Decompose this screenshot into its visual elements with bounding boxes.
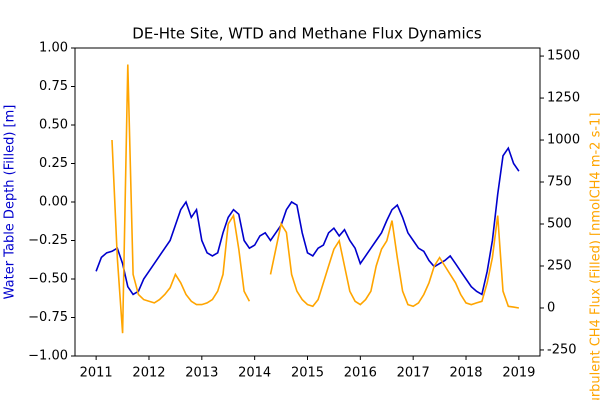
x-tick-label: 2016 xyxy=(344,366,377,381)
y2-tick-label: 0 xyxy=(547,300,555,315)
y2-tick-label: 1000 xyxy=(547,133,580,148)
y2-tick-label: 750 xyxy=(547,175,572,190)
x-tick-label: 2011 xyxy=(80,366,113,381)
y2-tick-label: 250 xyxy=(547,258,572,273)
y2-tick-label: 1250 xyxy=(547,91,580,106)
y-tick-label: 0.00 xyxy=(39,195,68,210)
x-tick-label: 2019 xyxy=(502,366,535,381)
data-line xyxy=(111,64,520,334)
x-tick-label: 2014 xyxy=(238,366,271,381)
y-tick-label: 0.25 xyxy=(39,156,68,171)
data-line xyxy=(95,146,520,296)
plot-frame xyxy=(74,47,541,357)
y-tick-label: −0.50 xyxy=(28,272,68,287)
y-tick-label: 0.75 xyxy=(39,79,68,94)
y2-tick-label: 500 xyxy=(547,217,572,232)
x-tick-label: 2015 xyxy=(291,366,324,381)
x-tick-label: 2012 xyxy=(132,366,165,381)
x-tick-label: 2018 xyxy=(449,366,482,381)
y-tick-label: 0.50 xyxy=(39,118,68,133)
x-tick-label: 2017 xyxy=(397,366,430,381)
y-tick-label: 1.00 xyxy=(39,41,68,56)
y-tick-label: −1.00 xyxy=(28,349,68,364)
y2-axis-label: Turbulent CH4 Flux (Filled) [nmolCH4 m-2… xyxy=(589,113,600,400)
y-tick-label: −0.25 xyxy=(28,233,68,248)
chart-title: DE-Hte Site, WTD and Methane Flux Dynami… xyxy=(132,25,482,43)
x-tick-label: 2013 xyxy=(185,366,218,381)
y2-tick-label: 1500 xyxy=(547,49,580,64)
y2-tick-label: -250 xyxy=(547,342,577,357)
y-axis-label: Water Table Depth (Filled) [m] xyxy=(3,105,18,300)
y-tick-label: −0.75 xyxy=(28,310,68,325)
